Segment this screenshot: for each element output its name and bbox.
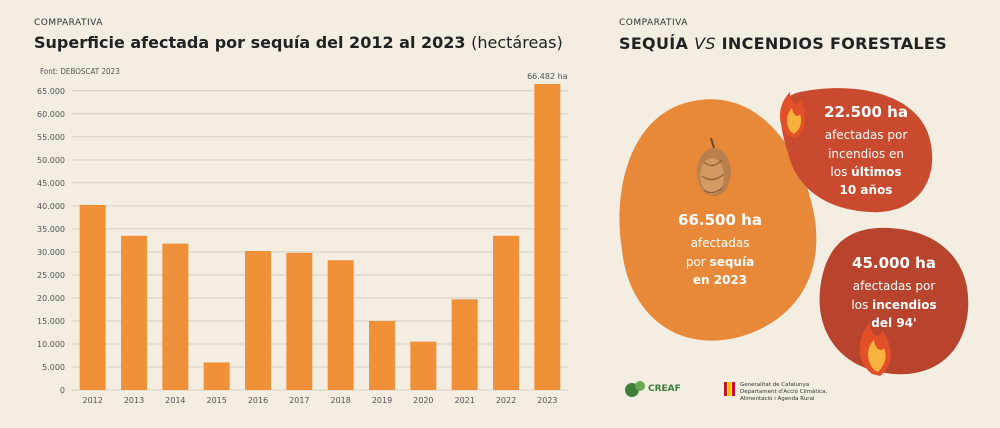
x-tick-label: 2012 (82, 396, 102, 405)
y-tick-label: 10.000 (37, 340, 65, 349)
x-tick-label: 2014 (165, 396, 185, 405)
generalitat-text: Generalitat de Catalunya Departament d'A… (740, 382, 880, 403)
fires-94-label: 45.000 ha afectadas por los incendios de… (832, 254, 956, 331)
bar-2017 (286, 252, 313, 390)
fires-94-line3: del 94' (871, 316, 917, 331)
bar-chart: 0 5.000 10.000 15.000 20.000 25.000 30.000 35.0… (37, 72, 568, 405)
bar-2016 (245, 250, 271, 390)
y-tick-label: 35.000 (37, 225, 65, 234)
bar-2020 (410, 341, 437, 390)
left-kicker: COMPARATIVA (34, 18, 103, 28)
fires-recent-line1: afectadas por (824, 128, 908, 143)
fires-94-line2a: los (851, 297, 873, 312)
x-tick-label: 2023 (537, 396, 557, 405)
y-tick-label: 65.000 (37, 87, 65, 96)
y-tick-label: 15.000 (37, 317, 65, 326)
fires-recent-line4: 10 años (839, 183, 893, 198)
x-tick-label: 2018 (330, 396, 350, 405)
x-tick-label: 2020 (413, 396, 433, 405)
chart-title-main: Superficie afectada por sequía del 2012 … (34, 33, 466, 52)
y-tick-label: 40.000 (37, 202, 65, 211)
drought-value: 66.500 ha (678, 211, 762, 229)
drought-label: 66.500 ha afectadas por sequía en 2023 (650, 211, 790, 288)
x-tick-label: 2017 (289, 396, 309, 405)
x-tick-label: 2021 (454, 396, 474, 405)
bar-2015 (203, 362, 230, 390)
fires-recent-line3a: los (830, 165, 852, 180)
fires-recent-line2: incendios en (828, 146, 904, 161)
y-tick-label: 55.000 (37, 133, 65, 142)
right-kicker: COMPARATIVA (619, 18, 688, 28)
y-tick-label: 50.000 (37, 156, 65, 165)
y-tick-label: 20.000 (37, 294, 65, 303)
title-sequia: SEQUÍA (619, 34, 689, 53)
y-tick-label: 0 (60, 386, 65, 395)
fires-recent-value: 22.500 ha (824, 103, 908, 121)
generalitat-line3: Alimentació i Agenda Rural (740, 396, 815, 403)
bar-2022 (493, 235, 519, 390)
drought-line3: en 2023 (692, 273, 748, 288)
y-tick-label: 45.000 (37, 179, 65, 188)
x-tick-label: 2015 (206, 396, 226, 405)
fires-94-line2b: incendios (872, 297, 937, 312)
generalitat-line2: Departament d'Acció Climàtica, (740, 389, 828, 396)
fires-94-value: 45.000 ha (852, 254, 936, 272)
bar-annotation: 66.482 ha (527, 72, 568, 81)
title-incendios: INCENDIOS FORESTALES (721, 34, 947, 53)
creaf-logo (625, 381, 645, 397)
generalitat-logo (724, 382, 735, 396)
x-tick-label: 2022 (496, 396, 516, 405)
y-tick-label: 25.000 (37, 271, 65, 280)
flame-icon (779, 92, 806, 138)
drought-line1: afectadas (690, 236, 750, 251)
y-tick-label: 5.000 (42, 363, 65, 372)
drought-line2a: por (685, 254, 710, 269)
seed-icon (697, 137, 731, 196)
title-vs: VS (694, 34, 716, 53)
fires-94-line1: afectadas por (852, 279, 936, 294)
chart-source: Font: DEBOSCAT 2023 (40, 67, 120, 76)
bar-2014 (162, 243, 189, 390)
chart-title-unit: (hectáreas) (471, 33, 563, 52)
y-tick-label: 30.000 (37, 248, 65, 257)
comparison-title: SEQUÍA VS INCENDIOS FORESTALES (619, 34, 947, 53)
fires-recent-label: 22.500 ha afectadas por incendios en los… (806, 103, 926, 199)
bar-2019 (369, 320, 395, 390)
bar-2023 (534, 83, 561, 390)
chart-title: Superficie afectada por sequía del 2012 … (34, 33, 563, 52)
x-tick-label: 2013 (124, 396, 144, 405)
x-tick-label: 2019 (372, 396, 392, 405)
x-tick-label: 2016 (248, 396, 268, 405)
generalitat-line1: Generalitat de Catalunya (740, 382, 810, 388)
bar-2012 (79, 204, 106, 390)
drought-line2b: sequía (709, 254, 755, 269)
bar-2013 (121, 235, 147, 390)
creaf-logo-text: CREAF (648, 384, 681, 394)
y-tick-label: 60.000 (37, 110, 65, 119)
bar-2021 (451, 299, 478, 390)
fires-recent-line3b: últimos (851, 165, 902, 180)
bar-2018 (327, 260, 354, 390)
